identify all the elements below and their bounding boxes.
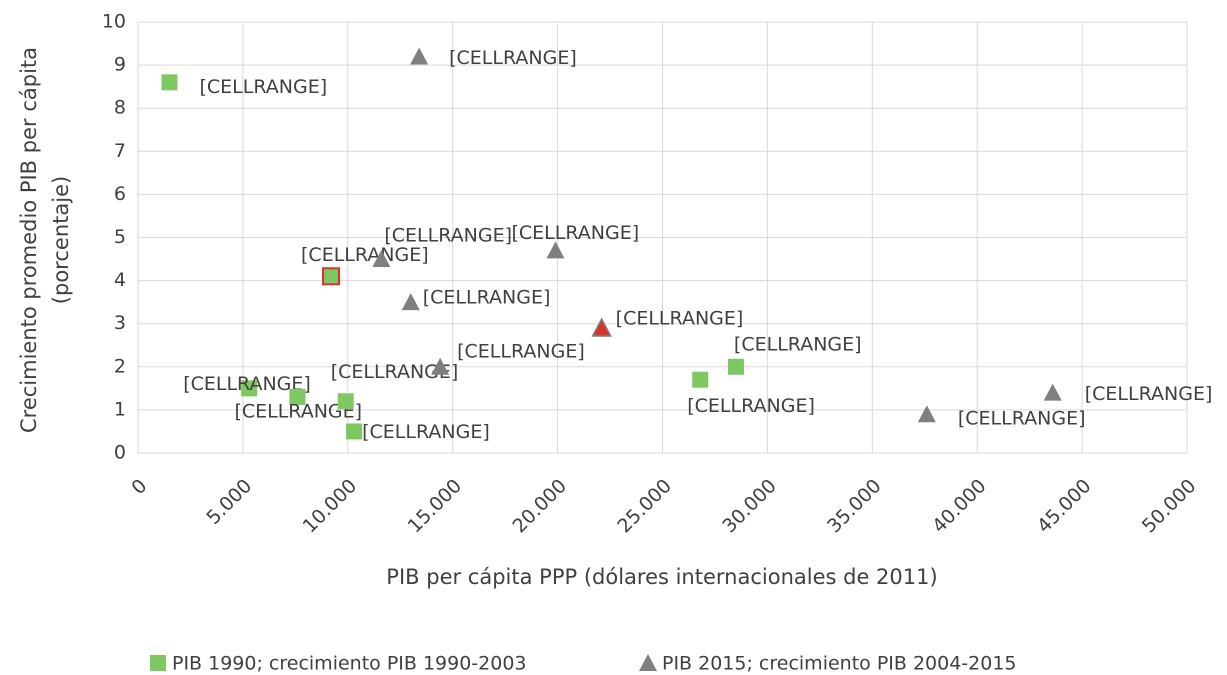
data-label: [CELLRANGE] [423,287,551,309]
point [431,357,450,375]
data-label: [CELLRANGE] [449,47,577,69]
data-label: [CELLRANGE] [958,408,1086,430]
point [241,380,258,397]
x-tick-label: 5.000 [202,475,256,529]
y-axis-title: (porcentaje) [49,176,73,304]
y-tick-label: 7 [114,140,126,162]
x-tick-label: 10.000 [299,475,362,538]
data-label: [CELLRANGE] [616,308,744,330]
data-label: [CELLRANGE] [331,361,459,383]
x-axis-title: PIB per cápita PPP (dólares internaciona… [386,565,937,589]
x-tick-label: 35.000 [823,475,886,538]
x-tick-label: 40.000 [928,475,991,538]
y-tick-label: 4 [114,269,126,291]
point [546,241,565,259]
point [372,250,391,268]
point [591,317,612,337]
data-label: [CELLRANGE] [512,222,640,244]
legend-marker [639,654,657,671]
point [727,358,744,375]
x-tick-label: 50.000 [1138,475,1201,538]
data-label: [CELLRANGE] [687,395,815,417]
y-tick-label: 1 [114,398,126,420]
x-tick-label: 15.000 [404,475,467,538]
point [917,405,936,423]
data-label: [CELLRANGE] [734,333,862,355]
data-label: [CELLRANGE] [234,400,362,422]
y-tick-label: 8 [114,97,126,119]
data-label: [CELLRANGE] [384,225,512,247]
point [410,47,429,65]
y-axis-title: Crecimiento promedio PIB per cápita [17,47,41,433]
point [337,393,354,410]
point [346,423,363,440]
y-tick-label: 6 [114,183,126,205]
y-tick-label: 9 [114,54,126,76]
point [401,293,420,311]
legend-label: PIB 1990; crecimiento PIB 1990-2003 [172,653,527,675]
point [692,371,709,388]
y-tick-label: 5 [114,226,126,248]
data-label: [CELLRANGE] [199,76,327,98]
point [1043,383,1062,401]
legend-marker [150,655,166,671]
data-label: [CELLRANGE] [301,244,429,266]
point [289,388,306,405]
y-tick-label: 2 [114,355,126,377]
y-tick-label: 10 [102,11,126,33]
data-label: [CELLRANGE] [457,340,585,362]
y-tick-label: 0 [114,442,126,464]
data-label: [CELLRANGE] [1085,383,1213,405]
point [322,267,341,286]
data-label: [CELLRANGE] [183,373,311,395]
x-tick-label: 25.000 [613,475,676,538]
y-tick-label: 3 [114,312,126,334]
legend-label: PIB 2015; crecimiento PIB 2004-2015 [662,653,1017,675]
data-label: [CELLRANGE] [362,421,490,443]
x-tick-label: 30.000 [718,475,781,538]
x-tick-label: 20.000 [508,475,571,538]
x-tick-label: 45.000 [1033,475,1096,538]
x-tick-label: 0 [127,475,151,499]
point [161,74,178,91]
